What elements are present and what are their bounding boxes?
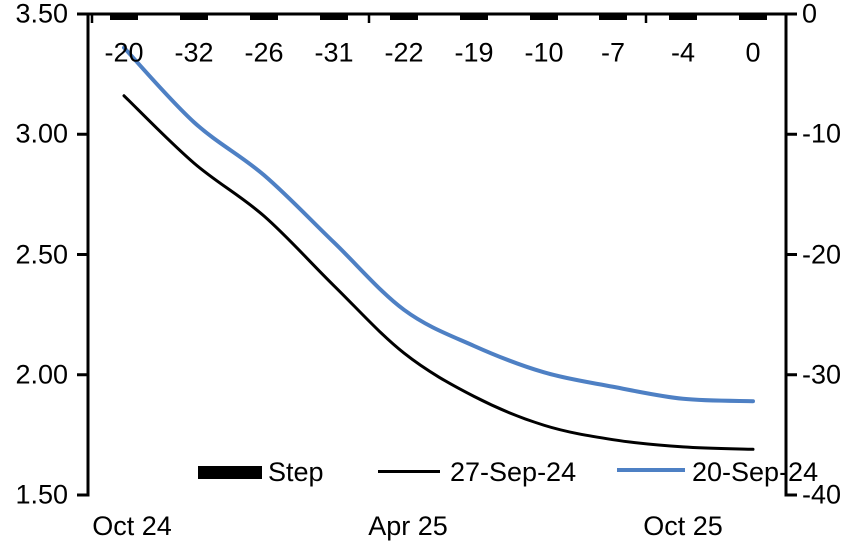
y-axis-right-label: 0 [802,0,818,29]
x-axis-label: Oct 25 [643,511,723,541]
bar-value-label: -31 [314,37,354,68]
y-axis-left-label: 3.50 [15,0,68,29]
legend-label-step: Step [268,457,324,487]
bar-value-label: -19 [454,37,494,68]
x-axis-label: Oct 24 [92,511,172,541]
line-swatch-20-sep-icon [617,468,685,472]
y-axis-right-label: -10 [802,118,842,149]
bar-value-label: -26 [244,37,284,68]
bar-value-label: -20 [104,37,144,68]
y-axis-right-label: -30 [802,359,842,390]
legend-label-27-sep: 27-Sep-24 [450,457,577,487]
bar-value-label: -22 [384,37,424,68]
y-axis-left-label: 2.50 [15,239,68,270]
y-axis-right-label: -40 [802,479,842,510]
y-axis-right-label: -20 [802,239,842,270]
bar-value-label: -4 [670,37,696,68]
legend-label-20-sep: 20-Sep-24 [692,457,819,487]
bar-series-swatch-icon [198,466,262,479]
y-axis-left-label: 2.00 [15,359,68,390]
bar-value-label: 0 [745,37,761,68]
bar-value-label: -10 [524,37,564,68]
x-axis-label: Apr 25 [368,511,448,541]
bar-value-label: -32 [174,37,214,68]
y-axis-left-label: 1.50 [15,479,68,510]
line-swatch-27-sep-icon [378,470,440,473]
bar-value-label: -7 [600,37,626,68]
y-axis-left-label: 3.00 [15,118,68,149]
